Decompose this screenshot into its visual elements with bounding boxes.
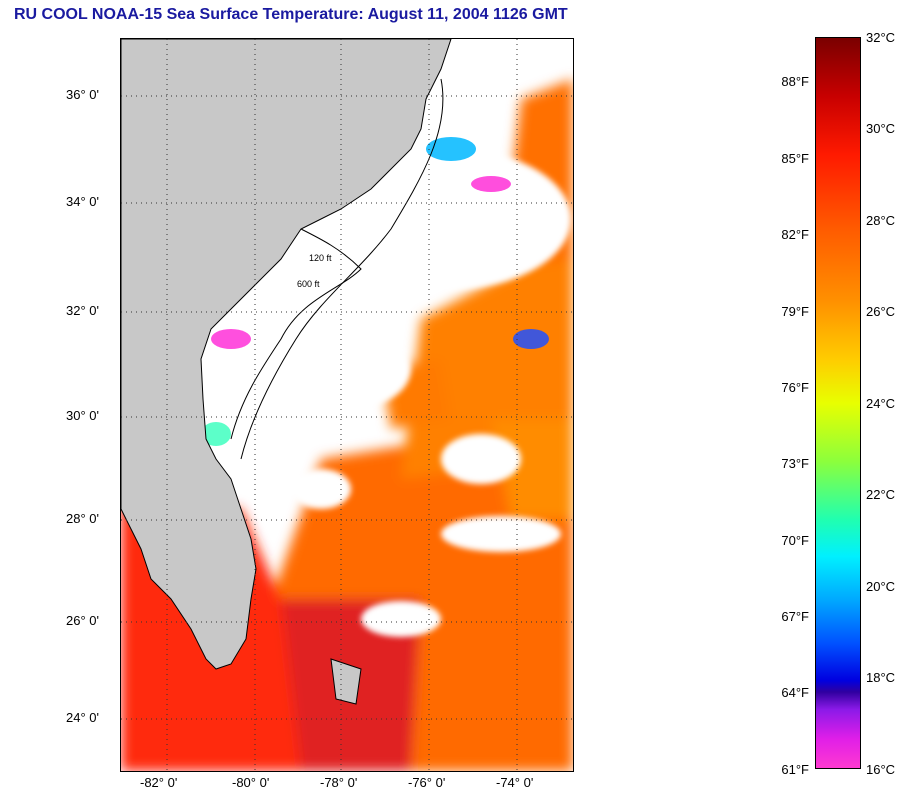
celsius-tick: 20°C [866,579,896,594]
page-title: RU COOL NOAA-15 Sea Surface Temperature:… [14,6,568,23]
land-mass [121,39,452,670]
lon-label: -74° 0' [496,775,534,790]
celsius-tick: 18°C [866,670,896,685]
contour-600ft [240,78,444,460]
graticule [121,39,573,771]
celsius-tick: 22°C [866,487,896,502]
contour-label-600: 600 ft [297,279,320,289]
celsius-tick: 28°C [866,213,896,228]
cool-patches [201,137,549,446]
fahrenheit-tick: 82°F [781,227,809,242]
contour-120ft [230,228,362,440]
sst-map-image: 120 ft 600 ft [121,39,573,771]
lat-label: 26° 0' [66,613,99,628]
celsius-tick: 26°C [866,304,896,319]
lat-label: 30° 0' [66,408,99,423]
fahrenheit-tick: 70°F [781,533,809,548]
lon-label: -82° 0' [140,775,178,790]
fahrenheit-tick: 76°F [781,380,809,395]
contour-label-120: 120 ft [309,253,332,263]
lat-label: 28° 0' [66,511,99,526]
fahrenheit-tick: 73°F [781,456,809,471]
celsius-tick: 16°C [866,762,896,777]
celsius-tick: 32°C [866,30,896,45]
lat-label: 36° 0' [66,87,99,102]
colorbar-gradient [816,38,860,768]
fahrenheit-tick: 67°F [781,609,809,624]
lat-label: 24° 0' [66,710,99,725]
fahrenheit-tick: 64°F [781,685,809,700]
lat-label: 32° 0' [66,303,99,318]
fahrenheit-tick: 79°F [781,304,809,319]
celsius-tick: 24°C [866,396,896,411]
lon-label: -78° 0' [320,775,358,790]
lat-label: 34° 0' [66,194,99,209]
celsius-tick: 30°C [866,121,896,136]
fahrenheit-tick: 88°F [781,74,809,89]
lon-label: -80° 0' [232,775,270,790]
fahrenheit-tick: 85°F [781,151,809,166]
sst-map[interactable]: 120 ft 600 ft [120,38,574,772]
sst-colorbar [815,37,861,769]
fahrenheit-tick: 61°F [781,762,809,777]
lon-label: -76° 0' [408,775,446,790]
